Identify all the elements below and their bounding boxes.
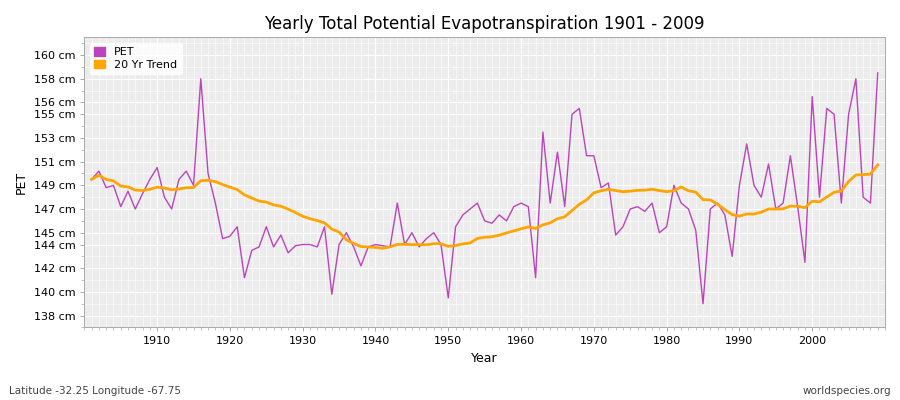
PET (508, 204, 519, 209)
PET (516, 201, 526, 206)
Line: 20 Yr Trend: 20 Yr Trend (92, 165, 878, 248)
PET (86, 177, 97, 182)
PET (304, 242, 315, 247)
Legend: PET, 20 Yr Trend: PET, 20 Yr Trend (90, 43, 182, 74)
PET (144, 177, 155, 182)
20 Yr Trend (377, 246, 388, 251)
Text: worldspecies.org: worldspecies.org (803, 386, 891, 396)
Title: Yearly Total Potential Evapotranspiration 1901 - 2009: Yearly Total Potential Evapotranspiratio… (265, 15, 705, 33)
Y-axis label: PET: PET (15, 171, 28, 194)
PET (872, 70, 883, 75)
PET (698, 301, 708, 306)
PET (348, 244, 359, 249)
20 Yr Trend (523, 224, 534, 229)
20 Yr Trend (144, 187, 155, 192)
X-axis label: Year: Year (472, 352, 498, 365)
20 Yr Trend (610, 188, 621, 193)
PET (603, 180, 614, 185)
20 Yr Trend (872, 162, 883, 167)
Line: PET: PET (92, 73, 878, 304)
20 Yr Trend (516, 226, 526, 231)
Text: Latitude -32.25 Longitude -67.75: Latitude -32.25 Longitude -67.75 (9, 386, 181, 396)
20 Yr Trend (348, 241, 359, 246)
20 Yr Trend (86, 177, 97, 182)
20 Yr Trend (304, 216, 315, 221)
